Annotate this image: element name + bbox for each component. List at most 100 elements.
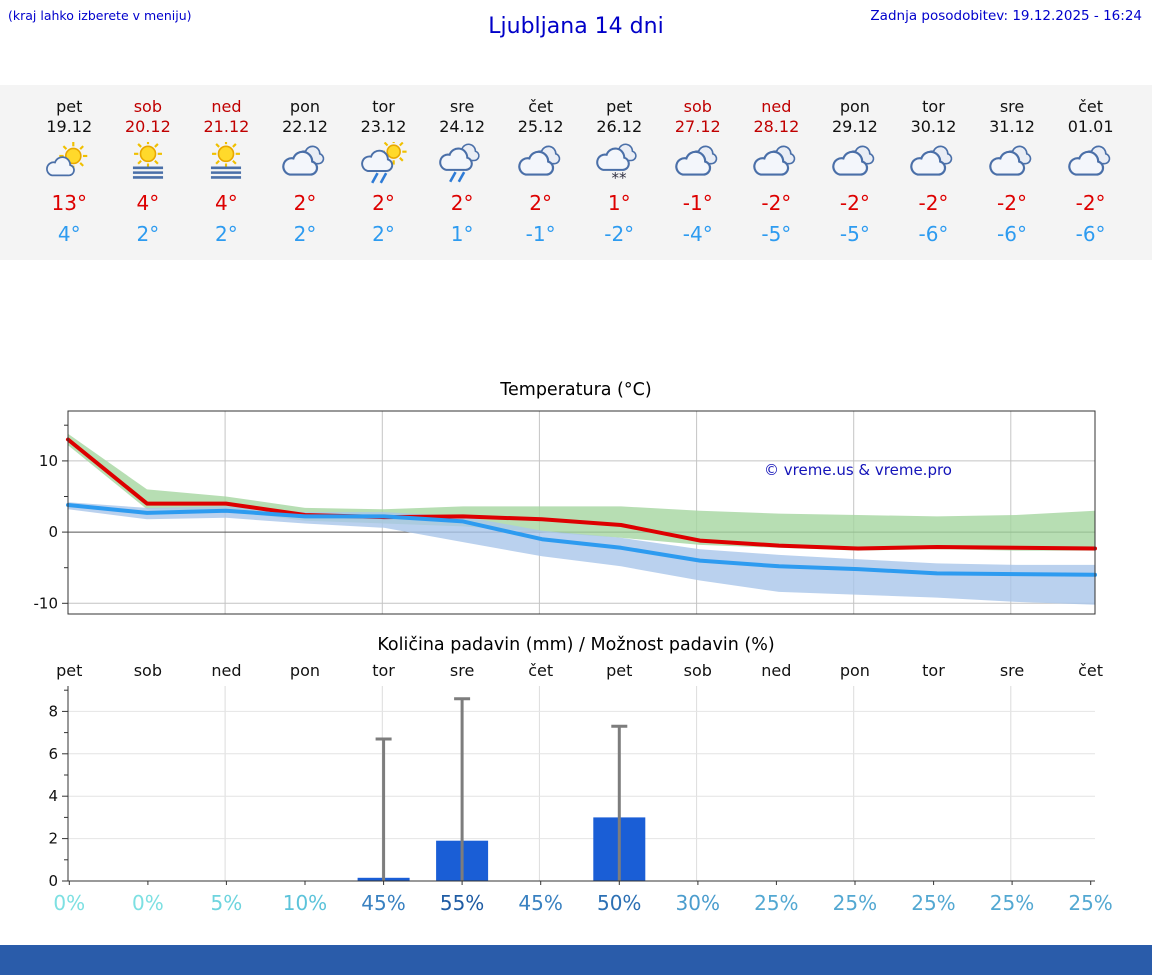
precip-day-label: čet — [1078, 661, 1104, 680]
precip-probability: 0% — [131, 891, 164, 915]
day-name: sob — [133, 97, 162, 116]
low-temp: -5° — [761, 222, 792, 246]
precip-probability: 25% — [754, 891, 799, 915]
precip-probability-row: 0% 0% 5% 10% 45% 55% 45% 50% 30% 25% 25% 25% 25% 25% — [0, 888, 1152, 916]
svg-text:0: 0 — [48, 872, 58, 888]
low-temp: 4° — [57, 222, 81, 246]
low-temp: 1° — [450, 222, 474, 246]
high-temp: -2° — [997, 191, 1027, 215]
precip-probability: 25% — [1068, 891, 1113, 915]
day-name: sob — [683, 97, 712, 116]
day-name: ned — [211, 97, 242, 116]
precip-day-label: tor — [922, 661, 945, 680]
svg-text:2: 2 — [48, 830, 58, 848]
forecast-day: ned 21.12 4° 2° — [187, 97, 266, 246]
high-temp: 13° — [51, 191, 87, 215]
precip-day-label: pon — [839, 661, 870, 680]
sun-cloud-icon — [30, 142, 109, 188]
footer-bar — [0, 945, 1152, 975]
precipitation-section: Količina padavin (mm) / Možnost padavin … — [0, 635, 1152, 916]
precip-probability: 50% — [596, 891, 642, 915]
day-date: 21.12 — [203, 117, 250, 136]
high-temp: 2° — [450, 191, 474, 215]
day-date: 29.12 — [832, 117, 878, 136]
forecast-day: ned 28.12 -2° -5° — [737, 97, 816, 246]
daily-forecast-strip: pet 19.12 13° 4° sob 20.12 4° 2° ned 21.12 4° 2° pon… — [0, 85, 1152, 260]
cloud-snow-icon: ** — [580, 142, 659, 188]
day-date: 23.12 — [360, 117, 407, 136]
low-temp: -6° — [997, 222, 1027, 246]
day-name: ned — [761, 97, 792, 116]
page-title: Ljubljana 14 dni — [488, 14, 664, 39]
precip-probability: 55% — [439, 891, 485, 915]
forecast-day: sre 31.12 -2° -6° — [973, 97, 1052, 246]
svg-text:0: 0 — [48, 523, 58, 541]
precip-probability: 25% — [832, 891, 878, 915]
low-temp: -4° — [682, 222, 713, 246]
precip-day-label: sob — [683, 661, 712, 680]
precip-probability: 10% — [282, 891, 328, 915]
precipitation-chart: 0 2 4 6 8 — [28, 682, 1152, 890]
sun-cloud-rain-icon — [344, 138, 423, 188]
day-date: 22.12 — [282, 117, 328, 136]
precip-day-label: čet — [528, 661, 554, 680]
cloudy-icon — [816, 142, 895, 188]
forecast-day: pet 19.12 13° 4° — [30, 97, 109, 246]
high-temp: -2° — [761, 191, 792, 215]
low-temp: 2° — [372, 222, 395, 246]
low-temp: -1° — [525, 222, 556, 246]
cloud-rain-icon — [423, 142, 502, 188]
day-date: 25.12 — [517, 117, 564, 136]
precip-probability: 45% — [518, 891, 563, 915]
cloudy-icon — [1051, 142, 1130, 188]
high-temp: 2° — [529, 191, 553, 215]
forecast-day: čet 01.01 -2° -6° — [1051, 97, 1130, 246]
precip-day-label: pon — [289, 661, 321, 680]
precip-probability: 25% — [989, 891, 1035, 915]
low-temp: 2° — [136, 222, 160, 246]
sun-fog-icon — [109, 139, 188, 188]
day-name: tor — [372, 97, 395, 116]
precip-day-labels: pet sob ned pon tor sre čet pet sob ned pon tor sre č… — [0, 660, 1152, 682]
cloudy-icon — [501, 142, 580, 188]
day-date: 20.12 — [124, 117, 171, 136]
day-date: 01.01 — [1067, 117, 1114, 136]
precip-chart-title: Količina padavin (mm) / Možnost padavin … — [377, 635, 775, 655]
day-date: 19.12 — [46, 117, 93, 136]
high-temp: -2° — [918, 191, 949, 215]
precip-day-label: sre — [999, 661, 1025, 680]
day-date: 24.12 — [439, 117, 485, 136]
day-name: pon — [289, 97, 321, 116]
svg-text:-10: -10 — [34, 594, 59, 612]
precip-day-label: sob — [133, 661, 162, 680]
precip-probability: 25% — [911, 891, 956, 915]
high-temp: 2° — [293, 191, 317, 215]
high-temp: -1° — [682, 191, 713, 215]
precip-day-label: tor — [372, 661, 395, 680]
temperature-chart: -10 0 10 © vreme.us & vreme.pro — [28, 405, 1152, 621]
forecast-day: tor 23.12 2° 2° — [344, 97, 423, 246]
menu-hint: (kraj lahko izberete v meniju) — [8, 8, 192, 23]
precip-day-label: ned — [211, 661, 242, 680]
day-date: 27.12 — [674, 117, 721, 136]
temperature-section: Temperatura (°C) -10 0 10 © vreme.us & vrem… — [0, 380, 1152, 621]
precip-day-label: pet — [606, 661, 633, 680]
high-temp: -2° — [839, 191, 870, 215]
day-date: 26.12 — [596, 117, 643, 136]
svg-text:10: 10 — [39, 452, 58, 470]
forecast-day: sre 24.12 2° 1° — [423, 97, 502, 246]
low-temp: 2° — [293, 222, 317, 246]
day-name: pet — [56, 97, 83, 116]
cloudy-icon — [659, 142, 738, 188]
precip-probability: 30% — [675, 891, 720, 915]
high-temp: 4° — [215, 191, 238, 215]
high-temp: -2° — [1075, 191, 1106, 215]
low-temp: 2° — [215, 222, 238, 246]
precip-day-label: ned — [761, 661, 792, 680]
forecast-day: pet 26.12 ** 1° -2° — [580, 97, 659, 246]
high-temp: 2° — [372, 191, 395, 215]
day-date: 31.12 — [989, 117, 1035, 136]
cloudy-icon — [737, 142, 816, 188]
svg-text:4: 4 — [48, 787, 58, 805]
forecast-day: tor 30.12 -2° -6° — [894, 97, 973, 246]
